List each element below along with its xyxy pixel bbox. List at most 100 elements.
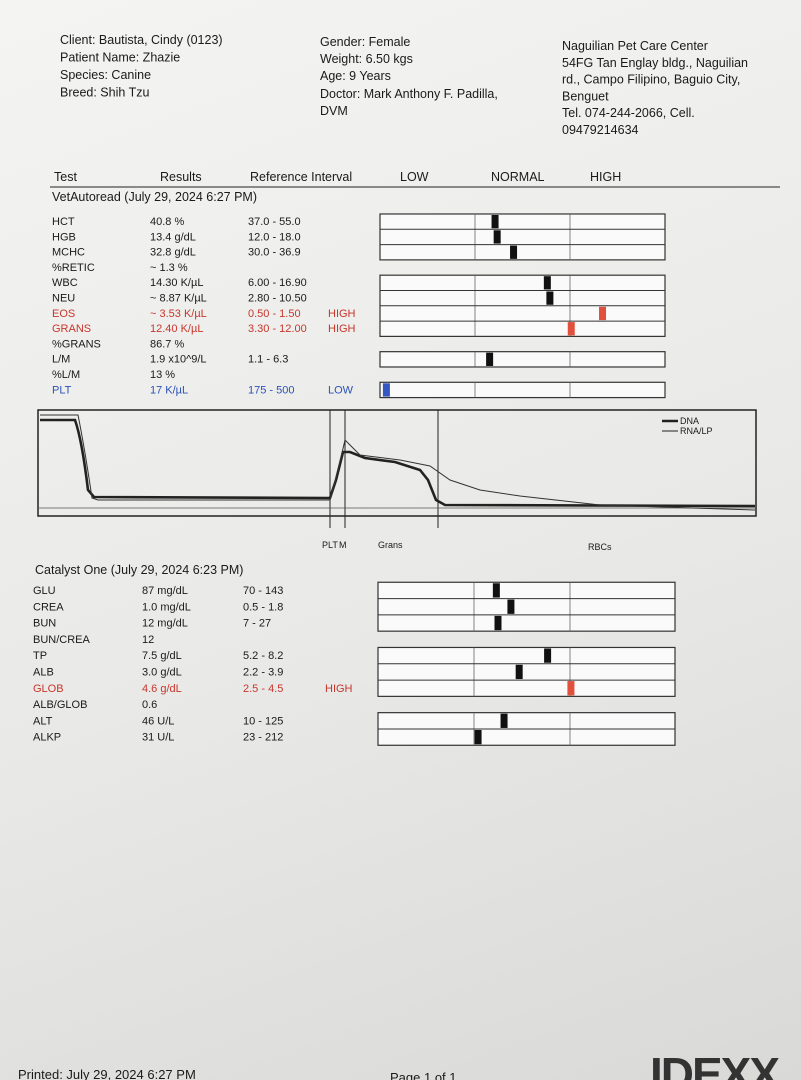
- reference-interval: 2.80 - 10.50: [248, 293, 307, 305]
- flag: HIGH: [325, 683, 353, 695]
- header-doctor: DVM: [320, 104, 348, 118]
- result-marker: [507, 599, 515, 614]
- reference-interval: 23 - 212: [243, 732, 283, 744]
- section-title: Catalyst One (July 29, 2024 6:23 PM): [35, 563, 243, 577]
- range-bar: [379, 381, 666, 399]
- result-marker: [567, 681, 575, 696]
- reference-interval: 7 - 27: [243, 618, 271, 630]
- header-breed: Breed: Shih Tzu: [60, 86, 149, 100]
- range-bar: [377, 581, 676, 632]
- result-marker: [599, 306, 607, 321]
- dna-curve: [40, 418, 756, 508]
- test-name: MCHC: [52, 247, 85, 259]
- axis-label: M: [339, 540, 347, 550]
- result-marker: [493, 230, 501, 244]
- header-patient: Patient Name: Zhazie: [60, 51, 180, 65]
- header-client: Client: Bautista, Cindy (0123): [60, 33, 223, 47]
- column-header: HIGH: [590, 170, 621, 184]
- test-result: 46 U/L: [142, 715, 174, 727]
- column-header: NORMAL: [491, 170, 545, 184]
- result-marker: [500, 713, 508, 728]
- clinic-line: 54FG Tan Englay bldg., Naguilian: [562, 56, 748, 70]
- test-result: 3.0 g/dL: [142, 667, 182, 679]
- test-name: GRANS: [52, 323, 91, 335]
- flag: LOW: [328, 384, 354, 396]
- test-name: ALT: [33, 715, 53, 727]
- test-name: ALB: [33, 667, 54, 679]
- test-result: 1.9 x10^9/L: [150, 354, 207, 366]
- test-name: PLT: [52, 384, 72, 396]
- reference-interval: 2.5 - 4.5: [243, 683, 283, 695]
- test-name: %L/M: [52, 369, 80, 381]
- flag: HIGH: [328, 308, 356, 320]
- result-marker: [492, 583, 500, 598]
- reference-interval: 1.1 - 6.3: [248, 354, 288, 366]
- reference-interval: 10 - 125: [243, 715, 283, 727]
- result-marker: [543, 276, 551, 290]
- test-result: 12.40 K/µL: [150, 323, 203, 335]
- clinic-line: Tel. 074-244-2066, Cell.: [562, 106, 695, 120]
- clinic-line: 09479214634: [562, 123, 639, 137]
- range-bar: [377, 646, 676, 697]
- result-marker: [510, 245, 518, 259]
- test-name: HCT: [52, 216, 75, 228]
- test-result: 32.8 g/dL: [150, 247, 196, 259]
- logo: IDEXX: [650, 1048, 780, 1080]
- test-result: 86.7 %: [150, 338, 184, 350]
- header-weight: Weight: 6.50 kgs: [320, 52, 413, 66]
- test-name: BUN: [33, 618, 56, 630]
- test-result: 13 %: [150, 369, 175, 381]
- test-result: ~ 8.87 K/µL: [150, 293, 207, 305]
- reference-interval: 37.0 - 55.0: [248, 216, 301, 228]
- page-number: Page 1 of 1: [390, 1070, 457, 1080]
- test-result: 13.4 g/dL: [150, 231, 196, 243]
- reference-interval: 30.0 - 36.9: [248, 247, 301, 259]
- header-gender: Gender: Female: [320, 35, 410, 49]
- result-marker: [567, 322, 575, 336]
- axis-label: RBCs: [588, 542, 612, 552]
- test-name: %GRANS: [52, 338, 101, 350]
- test-result: 87 mg/dL: [142, 585, 188, 597]
- test-result: ~ 1.3 %: [150, 262, 188, 274]
- test-result: 4.6 g/dL: [142, 683, 182, 695]
- reference-interval: 6.00 - 16.90: [248, 277, 307, 289]
- test-result: 12: [142, 634, 154, 646]
- range-bar: [379, 351, 666, 368]
- test-name: HGB: [52, 231, 76, 243]
- test-name: TP: [33, 650, 47, 662]
- header-species: Species: Canine: [60, 68, 151, 82]
- legend-label: RNA/LP: [680, 426, 713, 436]
- test-result: 1.0 mg/dL: [142, 601, 191, 613]
- test-name: ALKP: [33, 732, 61, 744]
- result-marker: [515, 664, 523, 680]
- test-name: NEU: [52, 293, 75, 305]
- axis-label: PLT: [322, 540, 338, 550]
- result-marker: [494, 615, 502, 631]
- result-marker: [491, 214, 499, 229]
- reference-interval: 0.5 - 1.8: [243, 601, 283, 613]
- test-name: GLU: [33, 585, 56, 597]
- header-age: Age: 9 Years: [320, 69, 391, 83]
- result-marker: [486, 352, 494, 366]
- reference-interval: 3.30 - 12.00: [248, 323, 307, 335]
- test-result: 12 mg/dL: [142, 618, 188, 630]
- result-marker: [474, 729, 482, 745]
- test-result: 40.8 %: [150, 216, 184, 228]
- printed-date: Printed: July 29, 2024 6:27 PM: [18, 1067, 196, 1080]
- range-bar: [379, 213, 666, 261]
- column-header: Results: [160, 170, 202, 184]
- reference-interval: 5.2 - 8.2: [243, 650, 283, 662]
- test-name: EOS: [52, 308, 75, 320]
- clinic-line: rd., Campo Filipino, Baguio City,: [562, 73, 740, 87]
- test-name: L/M: [52, 354, 70, 366]
- section-title: VetAutoread (July 29, 2024 6:27 PM): [52, 190, 257, 204]
- test-name: BUN/CREA: [33, 634, 91, 646]
- column-header: Test: [54, 170, 77, 184]
- column-header: LOW: [400, 170, 429, 184]
- reference-interval: 2.2 - 3.9: [243, 667, 283, 679]
- clinic-line: Benguet: [562, 89, 609, 103]
- histogram-frame: [37, 409, 757, 517]
- test-result: ~ 3.53 K/µL: [150, 308, 207, 320]
- result-marker: [382, 383, 390, 397]
